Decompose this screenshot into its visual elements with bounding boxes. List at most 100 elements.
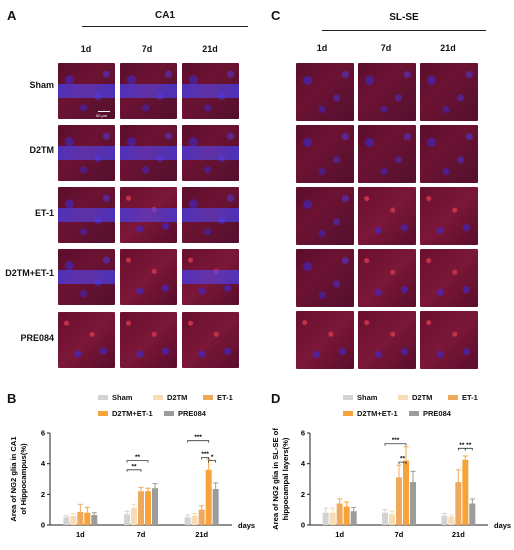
legend-swatch (203, 395, 213, 400)
y-axis-label-line: of Hippocampus(%) (19, 443, 28, 515)
col-label-1d-c: 1d (316, 43, 328, 53)
bar-d2tm-et-1-21d (205, 469, 212, 525)
title-rule-a (82, 26, 248, 27)
legend-b-d2tmet1: D2TM+ET-1 (98, 409, 153, 418)
bar-sham-7d (124, 514, 130, 525)
x-tick-label-21d: 21d (452, 530, 465, 539)
significance-bracket (398, 461, 407, 465)
significance-label: ** (466, 442, 472, 449)
significance-bracket (384, 443, 407, 446)
y-tick-label: 4 (41, 459, 46, 468)
bar-d2tm-et-1-21d (462, 459, 469, 525)
bar-et-1-7d (396, 477, 402, 525)
bar-d2tm-et-1-1d (84, 512, 91, 525)
micrograph-c-d2tm-21d (420, 125, 478, 183)
micrograph-a-et1-7d (120, 187, 177, 243)
region-title-slse: SL-SE (389, 12, 419, 23)
col-label-7d-a: 7d (141, 44, 153, 54)
significance-label: *** (194, 434, 202, 441)
x-tick-label-7d: 7d (395, 530, 404, 539)
legend-b-sham: Sham (98, 393, 132, 402)
y-tick-label: 2 (301, 490, 305, 499)
micrograph-a-et1-21d (182, 187, 239, 243)
bar-sham-1d (322, 512, 329, 525)
micrograph-c-pre084-7d (358, 311, 416, 369)
scale-bar (98, 111, 110, 112)
x-tick-label-1d: 1d (335, 530, 344, 539)
legend-label: ET-1 (217, 393, 233, 402)
legend-swatch (448, 395, 458, 400)
micrograph-a-pre084-7d (120, 312, 177, 368)
micrograph-a-sham-7d (120, 63, 177, 119)
micrograph-a-pre084-21d (182, 312, 239, 368)
x-tick-label-21d: 21d (195, 530, 208, 539)
bar-et-1-1d (77, 511, 84, 525)
micrograph-c-et1-7d (358, 187, 416, 245)
panel-letter-b: B (7, 391, 17, 406)
micrograph-c-d2tmet1-1d (296, 249, 354, 307)
bar-d2tm-et-1-7d (145, 491, 151, 525)
legend-swatch (98, 411, 108, 416)
legend-label: Sham (112, 393, 133, 402)
micrograph-c-sham-21d (420, 63, 478, 121)
legend-d-et1: ET-1 (448, 393, 478, 402)
panel-letter-d: D (271, 391, 281, 406)
significance-label: ** (131, 463, 137, 470)
significance-bracket (187, 440, 210, 443)
legend-b-pre084: PRE084 (164, 409, 206, 418)
legend-swatch (398, 395, 408, 400)
bar-d2tm-1d (329, 512, 336, 525)
x-tick-label-1d: 1d (76, 530, 85, 539)
y-tick-label: 6 (301, 429, 305, 438)
micrograph-c-pre084-1d (296, 311, 354, 369)
legend-d-d2tmet1: D2TM+ET-1 (343, 409, 398, 418)
bar-sham-7d (382, 512, 388, 525)
micrograph-a-sham-21d (182, 63, 239, 119)
bar-pre084-7d (410, 482, 416, 525)
legend-d-d2tm: D2TM (398, 393, 432, 402)
significance-label: *** (392, 437, 400, 444)
col-label-21d-a: 21d (202, 44, 218, 54)
significance-bracket (126, 460, 149, 463)
y-axis-label-line: Area of NG2 glia in CA1 (9, 436, 18, 522)
y-axis-label-line: Area of NG2 glia in SL-SE of (271, 428, 280, 530)
x-axis-label: days (238, 521, 255, 530)
micrograph-a-d2tm-7d (120, 125, 177, 181)
bar-et-1-21d (198, 509, 205, 525)
micrograph-a-d2tm-1d (58, 125, 115, 181)
bar-et-1-21d (455, 482, 462, 525)
significance-label: ** (135, 454, 141, 461)
bar-chart-b: Area of NG2 glia in CA1of Hippocampus(%)… (9, 429, 255, 540)
micrograph-c-d2tmet1-21d (420, 249, 478, 307)
micrograph-c-pre084-21d (420, 311, 478, 369)
significance-bracket (208, 460, 217, 463)
legend-swatch (409, 411, 419, 416)
x-axis-label: days (494, 521, 511, 530)
legend-swatch (343, 411, 353, 416)
legend-swatch (98, 395, 108, 400)
bar-d2tm-21d (448, 516, 455, 525)
panel-letter-c: C (271, 8, 281, 23)
panel-letter-a: A (7, 8, 17, 23)
significance-label: ** (400, 456, 406, 463)
y-axis-label: Area of NG2 glia in SL-SE ofhippocampal … (271, 428, 290, 530)
legend-d-sham: Sham (343, 393, 377, 402)
y-tick-label: 0 (41, 521, 45, 530)
legend-swatch (343, 395, 353, 400)
bar-d2tm-7d (389, 514, 395, 525)
micrograph-a-pre084-1d (58, 312, 115, 368)
bar-et-1-1d (336, 503, 343, 525)
significance-label: *** (201, 451, 209, 458)
bar-d2tm-et-1-1d (343, 506, 350, 525)
micrograph-c-d2tmet1-7d (358, 249, 416, 307)
significance-bracket (464, 447, 473, 451)
significance-bracket (126, 469, 142, 472)
legend-label: PRE084 (423, 409, 451, 418)
row-label-d2tm-et1: D2TM+ET-1 (5, 268, 54, 278)
legend-label: D2TM+ET-1 (112, 409, 153, 418)
micrograph-a-d2tmet1-7d (120, 249, 177, 305)
bar-d2tm-21d (191, 515, 198, 525)
micrograph-a-d2tm-21d (182, 125, 239, 181)
legend-d-pre084: PRE084 (409, 409, 451, 418)
legend-label: D2TM (412, 393, 433, 402)
